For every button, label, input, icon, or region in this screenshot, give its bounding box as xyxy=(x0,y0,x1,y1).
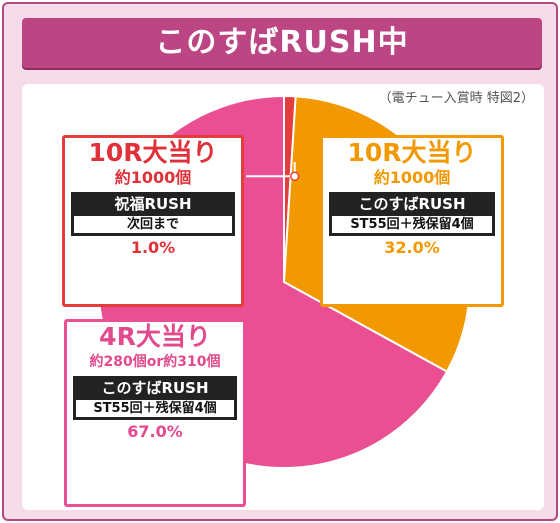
callout-mode-bar: このすばRUSH ST55回＋残保留4個 xyxy=(329,192,495,236)
chart-title: このすばRUSH中 xyxy=(155,25,409,60)
callout-percent: 32.0% xyxy=(384,238,440,257)
callout-condition: ST55回＋残保留4個 xyxy=(76,400,234,417)
callout-condition: ST55回＋残保留4個 xyxy=(332,216,492,233)
callout-mode: このすばRUSH xyxy=(358,195,466,213)
callout-percent: 67.0% xyxy=(127,422,183,441)
leader-dot xyxy=(289,171,300,182)
callout-mode: このすばRUSH xyxy=(101,379,209,397)
callout-title: 4R大当り xyxy=(99,322,211,351)
callout-condition: 次回まで xyxy=(74,216,232,233)
header-banner: このすばRUSH中 xyxy=(22,18,542,68)
callout-title: 10R大当り xyxy=(88,138,218,167)
callout-10r-blessing: 10R大当り 約1000個 祝福RUSH 次回まで 1.0% xyxy=(62,135,244,307)
chart-panel: （電チュー入賞時 特図2） 10R大当り 約1000個 祝福RUSH 次回まで … xyxy=(22,84,544,510)
callout-4r-konosuba: 4R大当り 約280個or約310個 このすばRUSH ST55回＋残保留4個 … xyxy=(64,319,246,507)
callout-payout: 約1000個 xyxy=(373,168,451,187)
callout-title: 10R大当り xyxy=(347,138,477,167)
callout-percent: 1.0% xyxy=(130,238,176,257)
callout-mode-bar: このすばRUSH ST55回＋残保留4個 xyxy=(73,376,237,420)
callout-mode-bar: 祝福RUSH 次回まで xyxy=(71,192,235,236)
callout-mode: 祝福RUSH xyxy=(114,195,192,213)
callout-payout: 約1000個 xyxy=(114,168,192,187)
callout-payout: 約280個or約310個 xyxy=(89,354,221,370)
callout-10r-konosuba: 10R大当り 約1000個 このすばRUSH ST55回＋残保留4個 32.0% xyxy=(320,135,504,307)
chart-note: （電チュー入賞時 特図2） xyxy=(378,91,534,106)
